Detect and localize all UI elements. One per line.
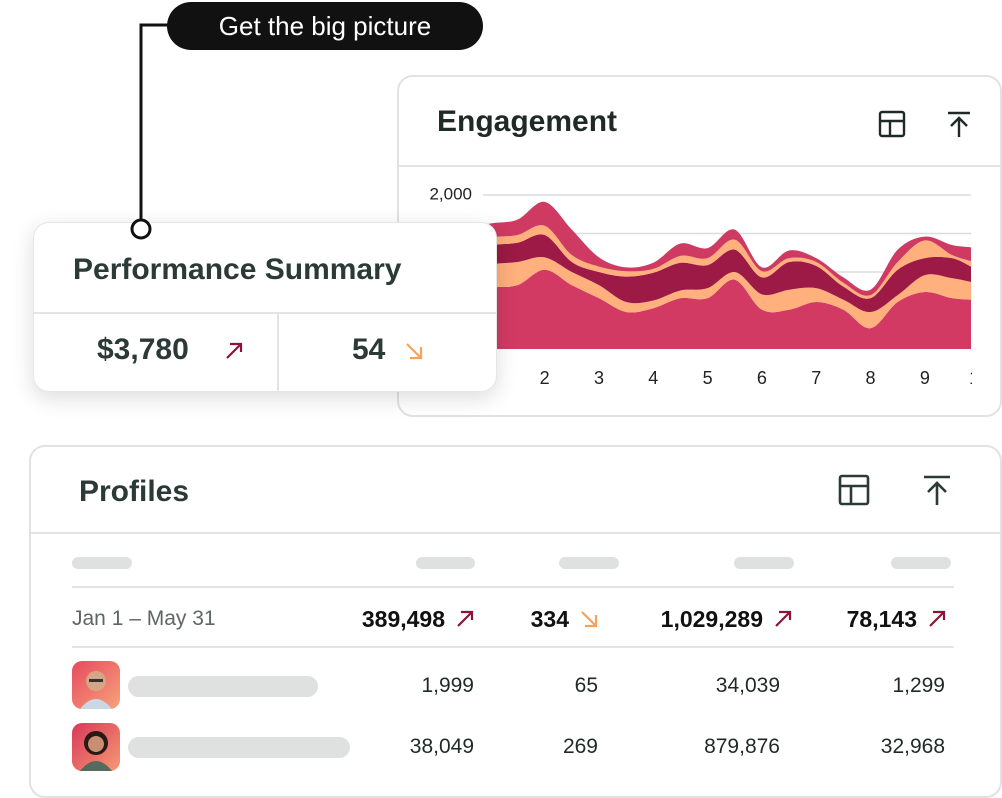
placeholder [128,737,350,758]
profiles-title: Profiles [79,475,190,508]
table-cell: 1,999 [421,674,474,697]
callout-text: Get the big picture [218,11,432,41]
area-series [436,201,972,296]
trend-arrow-down [581,611,598,628]
total-value: 389,498 [361,606,445,632]
x-tick-label: 3 [594,368,604,388]
avatar [72,661,120,709]
table-cell: 879,876 [704,735,780,758]
total-value: 334 [530,606,569,632]
trend-arrow-up [226,342,243,359]
area-series [436,225,972,299]
x-tick-label: 9 [920,368,930,388]
total-value: 1,029,289 [660,606,763,632]
table-cell: 1,299 [892,674,945,697]
y-tick-label: 2,000 [429,184,472,203]
performance-title: Performance Summary [73,253,402,286]
area-series [436,269,972,349]
table-cell: 34,039 [715,674,780,697]
table-cell: 32,968 [880,735,945,758]
area-series [436,257,972,329]
total-value: 78,143 [846,606,917,632]
area-series [436,234,972,313]
trend-arrow-down [406,343,423,360]
table-cell: 38,049 [409,735,474,758]
divider [31,532,1000,534]
callout-pill: Get the big picture [167,2,483,50]
x-tick-label: 6 [757,368,767,388]
x-tick-label: 5 [703,368,713,388]
metric-value: 54 [352,333,386,366]
x-tick-label: 10 [969,368,989,388]
divider [34,312,496,314]
trend-arrow-up [775,610,792,627]
metric-value: $3,780 [97,333,189,366]
trend-arrow-up [929,610,946,627]
x-tick-label: 8 [866,368,876,388]
divider [399,165,1000,167]
engagement-chart: 12345678910 2,000 [429,184,989,388]
x-tick-label: 2 [540,368,550,388]
callout-connector [130,23,170,240]
table-view-button[interactable] [837,473,871,507]
engagement-title: Engagement [437,105,618,138]
avatar [72,723,120,771]
table-cell: 65 [574,674,598,697]
divider [72,586,954,588]
x-tick-label: 4 [648,368,658,388]
divider [72,646,954,648]
export-button[interactable] [920,473,954,507]
divider [277,313,279,391]
table-view-button[interactable] [877,109,907,139]
performance-card: Performance Summary $3,780 54 [33,222,497,392]
placeholder [128,676,318,697]
placeholder [72,557,132,569]
x-tick-label: 7 [811,368,821,388]
placeholder [416,557,475,569]
export-button[interactable] [945,109,975,139]
placeholder [891,557,951,569]
placeholder [559,557,619,569]
table-cell: 269 [562,735,598,758]
trend-arrow-up [457,610,474,627]
placeholder [734,557,794,569]
date-range: Jan 1 – May 31 [72,607,216,630]
